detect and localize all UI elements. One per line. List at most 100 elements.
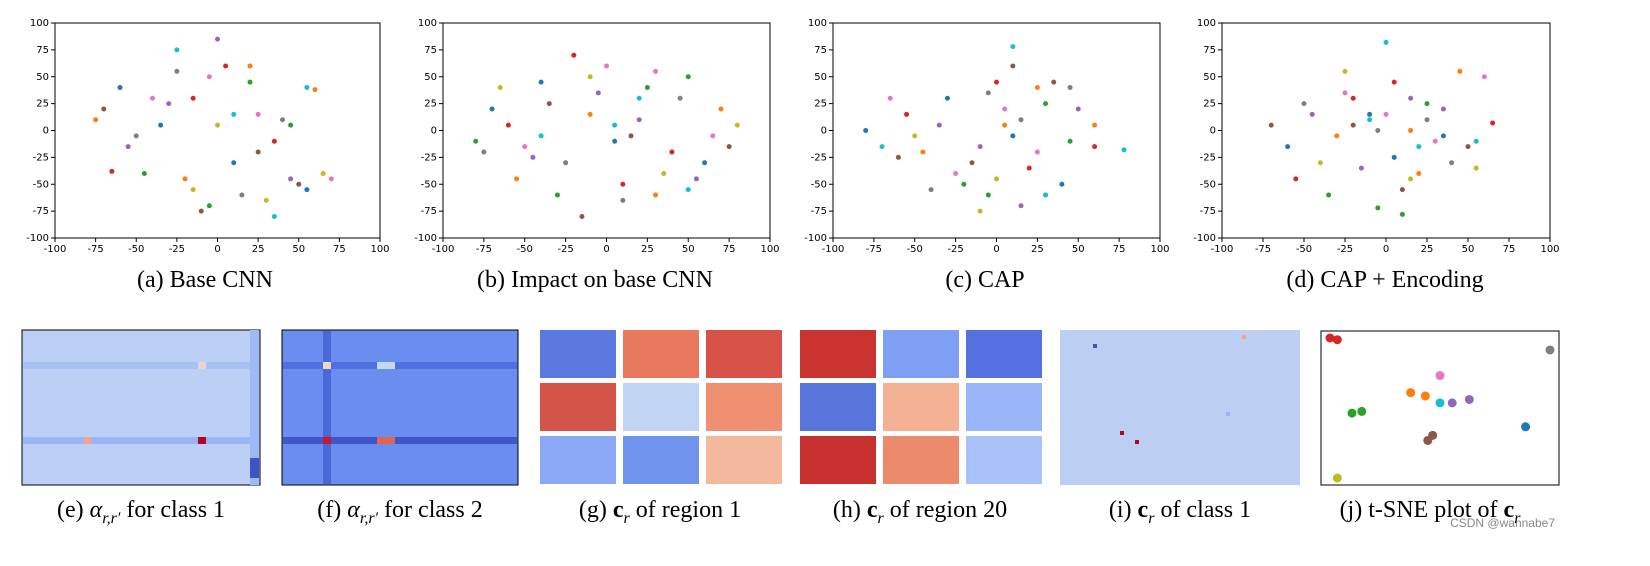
caption-sub: r [878,510,885,527]
point [538,79,544,85]
point [953,171,959,176]
point [587,74,593,80]
point [985,192,991,198]
y-tick-label: 0 [431,126,437,137]
x-tick-label: -25 [169,244,185,255]
y-tick-label: 50 [36,72,49,83]
point [1010,44,1016,50]
point [158,122,164,128]
point [604,63,609,69]
x-tick-label: 25 [641,244,654,255]
caption-text: for class 2 [384,497,483,523]
y-tick-label: -25 [421,152,437,163]
point [579,214,585,219]
point [1309,111,1315,117]
point [255,111,261,117]
point [1399,211,1405,217]
point [1334,133,1340,139]
x-tick-label: 75 [1503,244,1516,255]
point [636,95,642,101]
caption-sub: r,r′ [102,510,121,527]
caption: (h) cr of region 20 [833,497,1007,527]
caption-math: c [613,497,624,523]
point [1092,122,1098,128]
point [223,63,229,69]
point [1424,117,1430,123]
heatmap-i [1060,330,1300,485]
caption-math: c [1504,497,1515,523]
point [1358,165,1364,171]
point [1301,101,1307,107]
point [141,171,147,176]
caption-math: α [347,497,360,523]
point [944,95,950,101]
caption-math: α [90,497,103,523]
x-tick-label: 0 [603,244,609,255]
point [1075,106,1081,112]
tiles-g [540,330,782,484]
x-tick-label: 100 [760,244,779,255]
y-tick-label: -100 [804,233,827,244]
point [1408,95,1414,101]
caption: (a) Base CNN [137,267,273,293]
point [1481,74,1487,80]
point [1067,138,1073,144]
point [1383,39,1389,45]
point [546,101,552,107]
point [190,95,196,101]
point [174,68,180,74]
point [1347,408,1357,418]
point [255,149,261,155]
point [1026,165,1032,171]
point [1416,171,1422,176]
point [1375,205,1381,211]
point [117,85,123,90]
y-tick-label: -25 [33,152,49,163]
y-tick-label: 75 [814,45,827,56]
point [1432,138,1438,144]
point [1416,144,1422,150]
point [1424,101,1430,107]
x-tick-label: -50 [1296,244,1312,255]
y-tick-label: 100 [808,18,827,29]
point [718,106,724,112]
x-tick-label: 0 [214,244,220,255]
caption: (g) cr of region 1 [579,497,741,527]
point [1121,147,1127,153]
point [312,87,318,93]
y-tick-label: 0 [821,126,827,137]
y-tick-label: 0 [1210,126,1216,137]
point [263,197,269,203]
caption: (d) CAP + Encoding [1286,267,1483,293]
point [554,192,560,198]
point [1034,149,1040,155]
caption-label: (j) t-SNE plot of [1340,497,1498,523]
y-tick-label: -75 [421,206,437,217]
x-tick-label: -25 [557,244,573,255]
caption: (b) Impact on base CNN [477,267,713,293]
point [895,154,901,160]
point [1408,176,1414,182]
point [1375,128,1381,133]
point [879,144,885,150]
y-tick-label: 25 [1203,99,1216,110]
point [288,122,294,128]
point [620,181,626,187]
point [612,122,618,128]
point [1342,68,1348,74]
x-tick-label: -75 [476,244,492,255]
point [1490,120,1496,126]
caption-sub: r [1148,510,1155,527]
point [489,106,495,112]
point [150,95,155,101]
point [628,133,634,139]
point [612,138,618,144]
point [247,79,253,85]
x-tick-label: -75 [1255,244,1271,255]
y-tick-label: -50 [421,179,437,190]
point [320,171,326,176]
point [644,85,650,90]
point [1521,422,1531,432]
plot-frame [54,22,381,239]
